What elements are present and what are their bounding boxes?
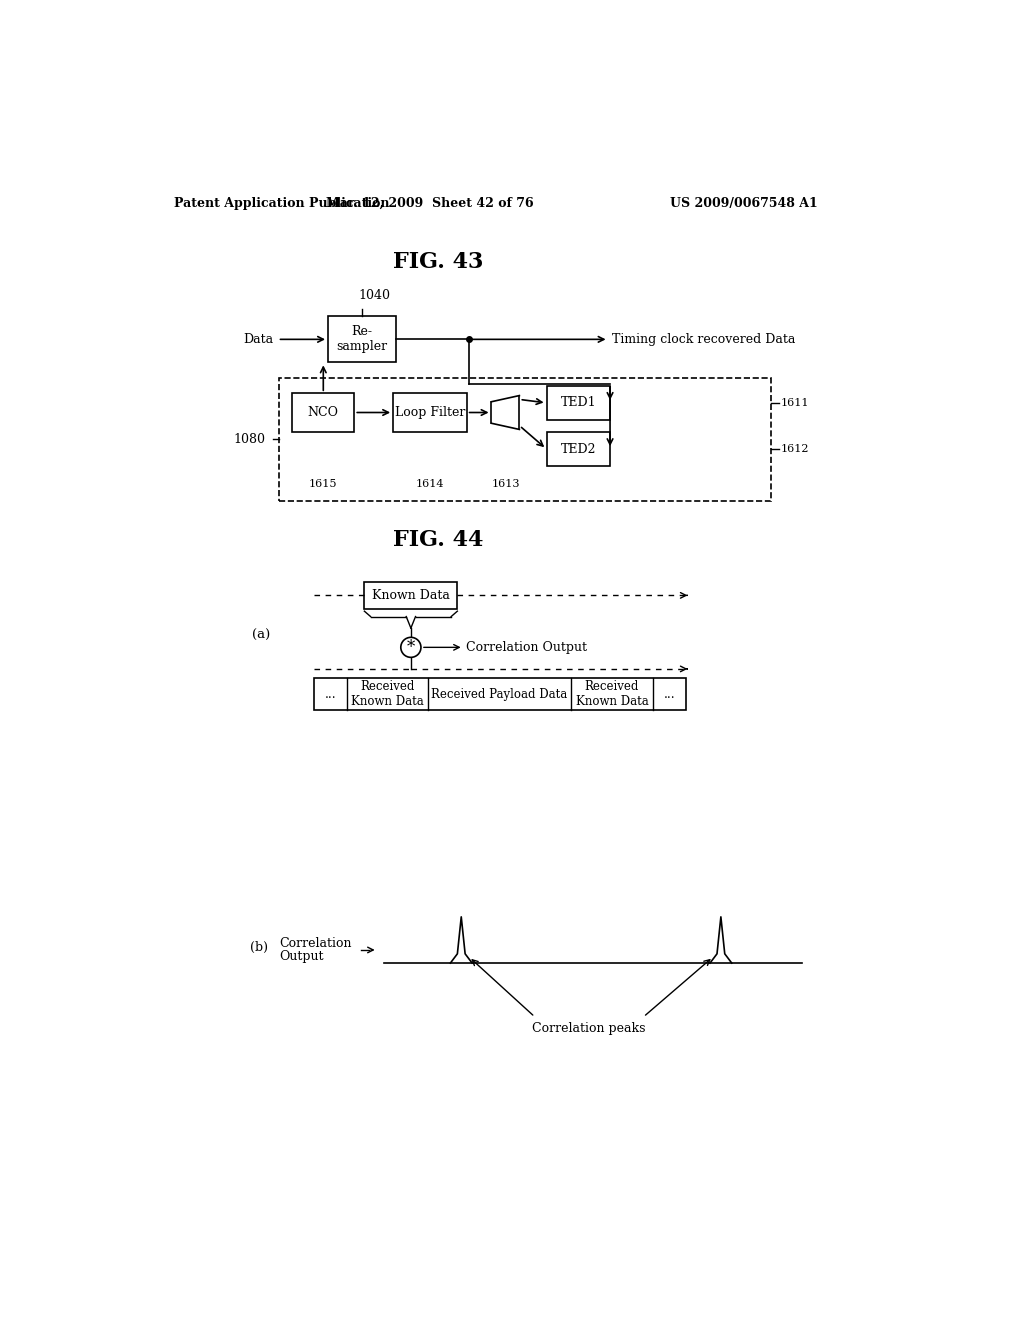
Text: Correlation: Correlation bbox=[280, 937, 351, 950]
Text: ...: ... bbox=[664, 688, 675, 701]
Text: 1613: 1613 bbox=[492, 479, 519, 490]
FancyBboxPatch shape bbox=[393, 393, 467, 432]
Text: FIG. 43: FIG. 43 bbox=[393, 251, 483, 273]
Text: Correlation Output: Correlation Output bbox=[466, 640, 587, 653]
Circle shape bbox=[400, 638, 421, 657]
Text: 1040: 1040 bbox=[358, 289, 390, 302]
Text: Correlation peaks: Correlation peaks bbox=[532, 1022, 646, 1035]
Text: 1614: 1614 bbox=[416, 479, 444, 490]
Text: (a): (a) bbox=[252, 630, 270, 643]
Text: Received
Known Data: Received Known Data bbox=[575, 680, 648, 709]
Text: 1615: 1615 bbox=[309, 479, 338, 490]
Text: FIG. 44: FIG. 44 bbox=[393, 528, 483, 550]
FancyBboxPatch shape bbox=[547, 432, 610, 466]
Text: NCO: NCO bbox=[308, 407, 339, 418]
FancyBboxPatch shape bbox=[547, 385, 610, 420]
Text: Patent Application Publication: Patent Application Publication bbox=[174, 197, 390, 210]
Text: TED1: TED1 bbox=[560, 396, 596, 409]
Text: US 2009/0067548 A1: US 2009/0067548 A1 bbox=[671, 197, 818, 210]
Text: *: * bbox=[407, 639, 415, 656]
FancyBboxPatch shape bbox=[292, 393, 354, 432]
FancyBboxPatch shape bbox=[314, 678, 686, 710]
Text: TED2: TED2 bbox=[560, 442, 596, 455]
Text: Data: Data bbox=[244, 333, 273, 346]
Text: Known Data: Known Data bbox=[372, 589, 450, 602]
Text: Received Payload Data: Received Payload Data bbox=[431, 688, 567, 701]
Text: Timing clock recovered Data: Timing clock recovered Data bbox=[612, 333, 796, 346]
Text: (b): (b) bbox=[251, 941, 268, 954]
FancyBboxPatch shape bbox=[365, 582, 458, 609]
Text: 1611: 1611 bbox=[780, 397, 809, 408]
Text: Re-
sampler: Re- sampler bbox=[337, 325, 388, 354]
Text: Output: Output bbox=[280, 949, 324, 962]
FancyBboxPatch shape bbox=[328, 317, 396, 363]
Text: Received
Known Data: Received Known Data bbox=[351, 680, 424, 709]
Text: Loop Filter: Loop Filter bbox=[394, 407, 465, 418]
FancyBboxPatch shape bbox=[280, 378, 771, 502]
Text: 1612: 1612 bbox=[780, 444, 809, 454]
Text: 1080: 1080 bbox=[233, 433, 265, 446]
Text: Mar. 12, 2009  Sheet 42 of 76: Mar. 12, 2009 Sheet 42 of 76 bbox=[327, 197, 535, 210]
Text: ...: ... bbox=[325, 688, 336, 701]
